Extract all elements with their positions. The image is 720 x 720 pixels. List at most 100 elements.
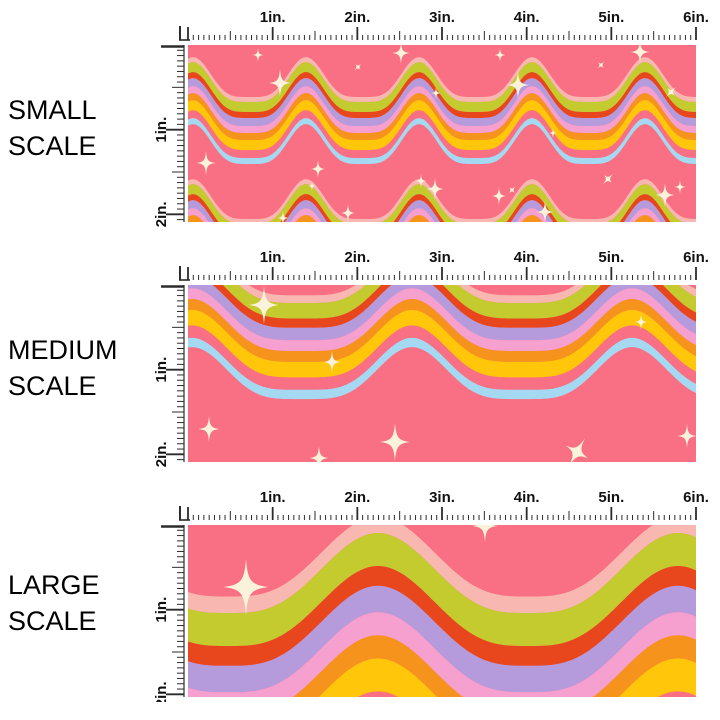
wave-stripe-pink (188, 208, 661, 222)
wave-stripe-peach (238, 285, 696, 303)
sparkle-star-icon (677, 424, 696, 448)
sparkle-star-icon (268, 69, 292, 97)
panel-large-scale: 1in. 2in. 3in. 4in. 5in. 6in. 1in. 2in. (153, 489, 709, 702)
wave-stripe-pink (188, 612, 696, 697)
sparkle-star-icon (666, 87, 676, 97)
wave-stripe-yellow (180, 222, 704, 227)
sparkle-star-icon (392, 45, 410, 64)
sparkle-star-icon (379, 423, 411, 461)
wave-band (188, 57, 696, 164)
ruler-inch-label: 1in. (260, 9, 286, 26)
scale-label-line2: SCALE (8, 606, 97, 636)
ruler-vertical-inch-label: 1in. (153, 117, 170, 143)
wave-stripe-green (188, 533, 696, 646)
ruler-inch-label: 5in. (598, 249, 624, 266)
panel-small-scale: 1in. 2in. 3in. 4in. 5in. 6in. 1in. 2in. (153, 9, 709, 227)
ruler-inch-label: 4in. (514, 489, 540, 506)
sparkle-star-icon (565, 438, 589, 462)
sparkle-star-icon (310, 160, 326, 178)
sparkle-star-icon (415, 174, 427, 188)
ruler-inch-label: 1in. (260, 249, 286, 266)
sparkle-star-icon (472, 525, 498, 542)
wave-stripe-blue (188, 118, 696, 164)
sparkle-star-icon (536, 201, 554, 222)
wave-stripe-red-orange (212, 285, 696, 328)
sparkle-star-icon (506, 71, 530, 99)
sparkle-star-icon (198, 416, 220, 442)
sparkle-star-icon (277, 211, 289, 222)
wave-stripe-green (188, 62, 696, 112)
ruler-inch-label: 6in. (683, 489, 709, 506)
wave-stripe-red-orange (188, 72, 696, 118)
sparkle-star-icon (603, 174, 613, 184)
sparkle-star-icon (309, 446, 329, 462)
ruler-inch-label: 4in. (514, 9, 540, 26)
wave-stripe-green (222, 285, 696, 319)
wave-band (188, 285, 696, 400)
ruler-inch-label: 2in. (344, 9, 370, 26)
wave-stripe-green (188, 184, 683, 222)
ruler-vertical-inch-label: 2in. (153, 441, 170, 467)
vertical-ruler: 1in. 2in. (153, 525, 185, 702)
scale-label-line2: SCALE (8, 371, 97, 401)
sparkle-star-icon (549, 128, 557, 138)
wave-stripe-lavender (188, 585, 696, 693)
ruler-vertical-inch-label: 2in. (153, 681, 170, 702)
wave-stripe-lavender (188, 78, 696, 126)
wave-stripe-orange (188, 299, 696, 362)
sparkle-stars (196, 45, 686, 222)
ruler-inch-label: 5in. (598, 489, 624, 506)
sparkle-star-icon (630, 45, 650, 64)
ruler-inch-label: 5in. (598, 9, 624, 26)
scale-label-medium: MEDIUM SCALE (8, 332, 158, 404)
horizontal-ruler: 1in. 2in. 3in. 4in. 5in. 6in. (179, 489, 709, 521)
sparkle-star-icon (494, 48, 506, 62)
sparkle-star-icon (426, 178, 444, 200)
panel-medium-scale: 1in. 2in. 3in. 4in. 5in. 6in. 1in. 2in. (153, 249, 709, 467)
wave-stripe-peach (188, 179, 696, 222)
ruler-inch-label: 3in. (429, 9, 455, 26)
wave-stripe-pink (188, 86, 696, 133)
wave-stripe-blue (188, 337, 696, 400)
scale-label-line1: SMALL (8, 95, 97, 125)
sparkle-star-icon (248, 286, 280, 324)
wave-band (188, 525, 696, 697)
ruler-inch-label: 3in. (429, 249, 455, 266)
wave-stripe-lavender (188, 200, 667, 222)
scale-label-line1: LARGE (8, 570, 100, 600)
wave-stripe-yellow (318, 658, 696, 697)
sparkle-star-icon (308, 181, 316, 191)
sparkle-star-icon (223, 559, 269, 615)
wave-stripe-lavender (188, 285, 696, 341)
sparkle-star-icon (674, 180, 686, 194)
wave-stripe-red-orange (188, 566, 696, 666)
scale-label-small: SMALL SCALE (8, 92, 158, 164)
ruler-inch-label: 2in. (344, 489, 370, 506)
fabric-swatch-small-scale (180, 45, 704, 227)
sparkle-star-icon (354, 63, 362, 71)
fabric-swatch-medium-scale (188, 285, 696, 462)
sparkle-star-icon (323, 351, 341, 373)
scale-label-line1: MEDIUM (8, 335, 118, 365)
wave-stripe-orange (188, 215, 656, 222)
sparkle-star-icon (491, 187, 507, 205)
wave-band (180, 179, 704, 227)
sparkle-stars (223, 525, 498, 615)
scale-label-large: LARGE SCALE (8, 567, 158, 639)
wave-stripe-peach (188, 525, 696, 613)
wave-stripe-pink (188, 288, 696, 352)
ruler-inch-label: 2in. (344, 249, 370, 266)
ruler-vertical-inch-label: 1in. (153, 597, 170, 623)
horizontal-ruler: 1in. 2in. 3in. 4in. 5in. 6in. (179, 9, 709, 41)
sparkle-star-icon (196, 151, 216, 175)
vertical-ruler: 1in. 2in. (153, 45, 185, 227)
vertical-ruler: 1in. 2in. (153, 285, 185, 467)
wave-stripe-peach (188, 57, 696, 102)
wave-stripe-orange (188, 93, 696, 140)
wave-stripe-yellow (188, 100, 696, 150)
sparkle-star-icon (508, 186, 516, 194)
sparkle-star-icon (634, 314, 648, 330)
sparkle-star-icon (655, 183, 675, 207)
ruler-inch-label: 3in. (429, 489, 455, 506)
